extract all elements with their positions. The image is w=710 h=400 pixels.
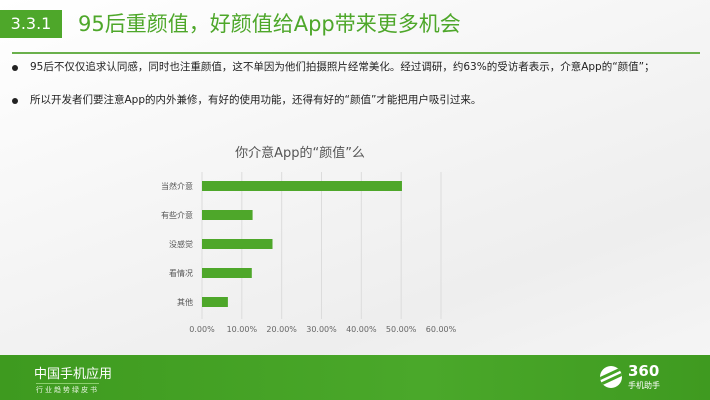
category-label: 有些介意 bbox=[161, 210, 193, 220]
bar bbox=[202, 297, 228, 307]
x-tick-label: 60.00% bbox=[426, 325, 457, 334]
divider bbox=[12, 52, 700, 54]
x-tick-label: 0.00% bbox=[189, 325, 215, 334]
bar bbox=[202, 268, 252, 278]
category-label: 其他 bbox=[177, 297, 193, 307]
x-tick-label: 30.00% bbox=[306, 325, 337, 334]
bullet-icon bbox=[12, 65, 18, 71]
bar bbox=[202, 239, 273, 249]
x-tick-label: 10.00% bbox=[227, 325, 258, 334]
x-tick-label: 50.00% bbox=[386, 325, 417, 334]
footer: 中国手机应用 行业趋势绿皮书 360 手机助手 bbox=[0, 355, 710, 400]
bullet-1: 95后不仅仅追求认同感，同时也注重颜值，这不单因为他们拍摄照片经常美化。经过调研… bbox=[12, 61, 702, 74]
x-tick-label: 20.00% bbox=[266, 325, 297, 334]
category-label: 看情况 bbox=[169, 268, 193, 278]
chart-title: 你介意App的“颜值”么 bbox=[235, 146, 365, 161]
bar bbox=[202, 181, 402, 191]
x-tick-label: 40.00% bbox=[346, 325, 377, 334]
category-label: 当然介意 bbox=[161, 181, 193, 191]
bullet-2: 所以开发者们要注意App的内外兼修，有好的使用功能，还得有好的“颜值”才能把用户… bbox=[12, 94, 702, 107]
footer-brand: 中国手机应用 bbox=[34, 367, 113, 382]
bar bbox=[202, 210, 253, 220]
logo-ball-icon bbox=[600, 366, 622, 388]
page-title: 95后重颜值，好颜值给App带来更多机会 bbox=[78, 12, 461, 36]
bullet-icon bbox=[12, 98, 18, 104]
footer-subtitle: 行业趋势绿皮书 bbox=[36, 383, 99, 395]
section-number: 3.3.1 bbox=[0, 10, 62, 38]
category-label: 没感觉 bbox=[169, 239, 193, 249]
